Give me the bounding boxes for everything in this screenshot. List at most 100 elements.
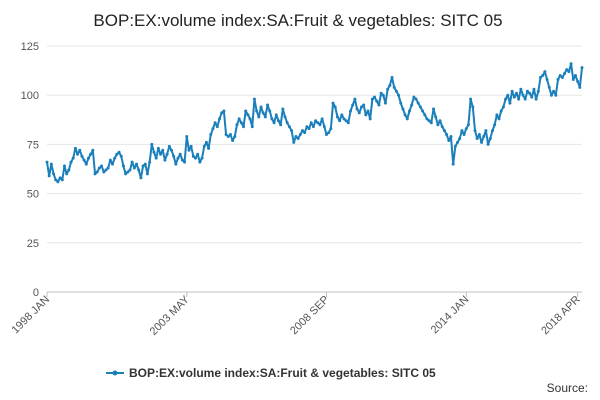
data-point[interactable] — [86, 156, 90, 160]
data-point[interactable] — [469, 97, 473, 101]
data-point[interactable] — [189, 144, 193, 148]
data-point[interactable] — [163, 158, 167, 162]
data-point[interactable] — [563, 72, 567, 76]
data-point[interactable] — [183, 160, 187, 164]
data-point[interactable] — [364, 113, 368, 117]
data-point[interactable] — [100, 164, 104, 168]
data-point[interactable] — [47, 174, 51, 178]
data-point[interactable] — [196, 152, 200, 156]
data-point[interactable] — [366, 109, 370, 113]
data-point[interactable] — [327, 131, 331, 135]
data-point[interactable] — [45, 160, 49, 164]
data-point[interactable] — [198, 160, 202, 164]
data-point[interactable] — [477, 133, 481, 137]
data-point[interactable] — [49, 162, 53, 166]
data-point[interactable] — [207, 146, 211, 150]
data-point[interactable] — [97, 166, 101, 170]
data-point[interactable] — [80, 154, 84, 158]
data-point[interactable] — [65, 172, 69, 176]
data-point[interactable] — [547, 85, 551, 89]
data-point[interactable] — [560, 75, 564, 79]
data-point[interactable] — [69, 160, 73, 164]
data-point[interactable] — [176, 156, 180, 160]
data-point[interactable] — [298, 133, 302, 137]
data-point[interactable] — [314, 119, 318, 123]
data-point[interactable] — [346, 121, 350, 125]
data-point[interactable] — [165, 152, 169, 156]
data-point[interactable] — [156, 146, 160, 150]
data-point[interactable] — [141, 164, 145, 168]
data-point[interactable] — [495, 113, 499, 117]
data-point[interactable] — [279, 123, 283, 127]
data-point[interactable] — [281, 107, 285, 111]
data-point[interactable] — [571, 77, 575, 81]
data-point[interactable] — [213, 121, 217, 125]
data-point[interactable] — [180, 158, 184, 162]
data-point[interactable] — [464, 127, 468, 131]
data-point[interactable] — [193, 156, 197, 160]
data-point[interactable] — [167, 144, 171, 148]
data-point[interactable] — [567, 70, 571, 74]
data-point[interactable] — [445, 133, 449, 137]
data-point[interactable] — [405, 117, 409, 121]
data-point[interactable] — [283, 115, 287, 119]
data-point[interactable] — [401, 107, 405, 111]
data-point[interactable] — [432, 107, 436, 111]
data-point[interactable] — [322, 125, 326, 129]
data-point[interactable] — [244, 109, 248, 113]
data-point[interactable] — [373, 95, 377, 99]
data-point[interactable] — [272, 121, 276, 125]
data-point[interactable] — [429, 121, 433, 125]
data-point[interactable] — [204, 140, 208, 144]
data-point[interactable] — [290, 129, 294, 133]
data-point[interactable] — [191, 154, 195, 158]
data-point[interactable] — [460, 129, 464, 133]
data-point[interactable] — [458, 137, 462, 140]
data-point[interactable] — [451, 162, 455, 166]
data-point[interactable] — [466, 123, 470, 127]
data-point[interactable] — [532, 87, 536, 91]
data-point[interactable] — [233, 135, 237, 139]
data-point[interactable] — [145, 172, 149, 176]
data-point[interactable] — [111, 162, 115, 166]
data-point[interactable] — [514, 91, 518, 95]
data-point[interactable] — [418, 105, 422, 109]
data-point[interactable] — [377, 103, 381, 107]
data-point[interactable] — [344, 119, 348, 123]
data-point[interactable] — [143, 162, 147, 166]
data-point[interactable] — [108, 158, 112, 162]
data-point[interactable] — [224, 133, 228, 137]
data-point[interactable] — [148, 160, 152, 164]
data-point[interactable] — [115, 152, 119, 156]
data-point[interactable] — [353, 97, 357, 101]
data-point[interactable] — [525, 89, 529, 93]
data-point[interactable] — [174, 162, 178, 166]
data-point[interactable] — [211, 127, 215, 131]
data-point[interactable] — [126, 170, 130, 174]
data-point[interactable] — [368, 117, 372, 121]
data-point[interactable] — [580, 66, 584, 70]
data-point[interactable] — [543, 70, 547, 74]
data-point[interactable] — [482, 135, 486, 139]
data-point[interactable] — [318, 123, 322, 127]
data-point[interactable] — [285, 121, 289, 125]
data-point[interactable] — [381, 93, 385, 97]
data-point[interactable] — [517, 97, 521, 101]
data-point[interactable] — [67, 168, 71, 172]
data-point[interactable] — [536, 89, 540, 93]
data-point[interactable] — [121, 164, 125, 168]
data-point[interactable] — [490, 129, 494, 133]
data-point[interactable] — [300, 129, 304, 133]
data-point[interactable] — [359, 105, 363, 109]
data-point[interactable] — [169, 148, 173, 152]
data-point[interactable] — [250, 125, 254, 129]
data-point[interactable] — [357, 111, 361, 115]
data-point[interactable] — [294, 135, 298, 139]
data-point[interactable] — [255, 109, 259, 113]
data-point[interactable] — [434, 115, 438, 119]
data-point[interactable] — [569, 62, 573, 66]
data-point[interactable] — [209, 133, 213, 137]
data-point[interactable] — [226, 135, 230, 139]
data-point[interactable] — [355, 107, 359, 111]
data-point[interactable] — [71, 156, 75, 160]
